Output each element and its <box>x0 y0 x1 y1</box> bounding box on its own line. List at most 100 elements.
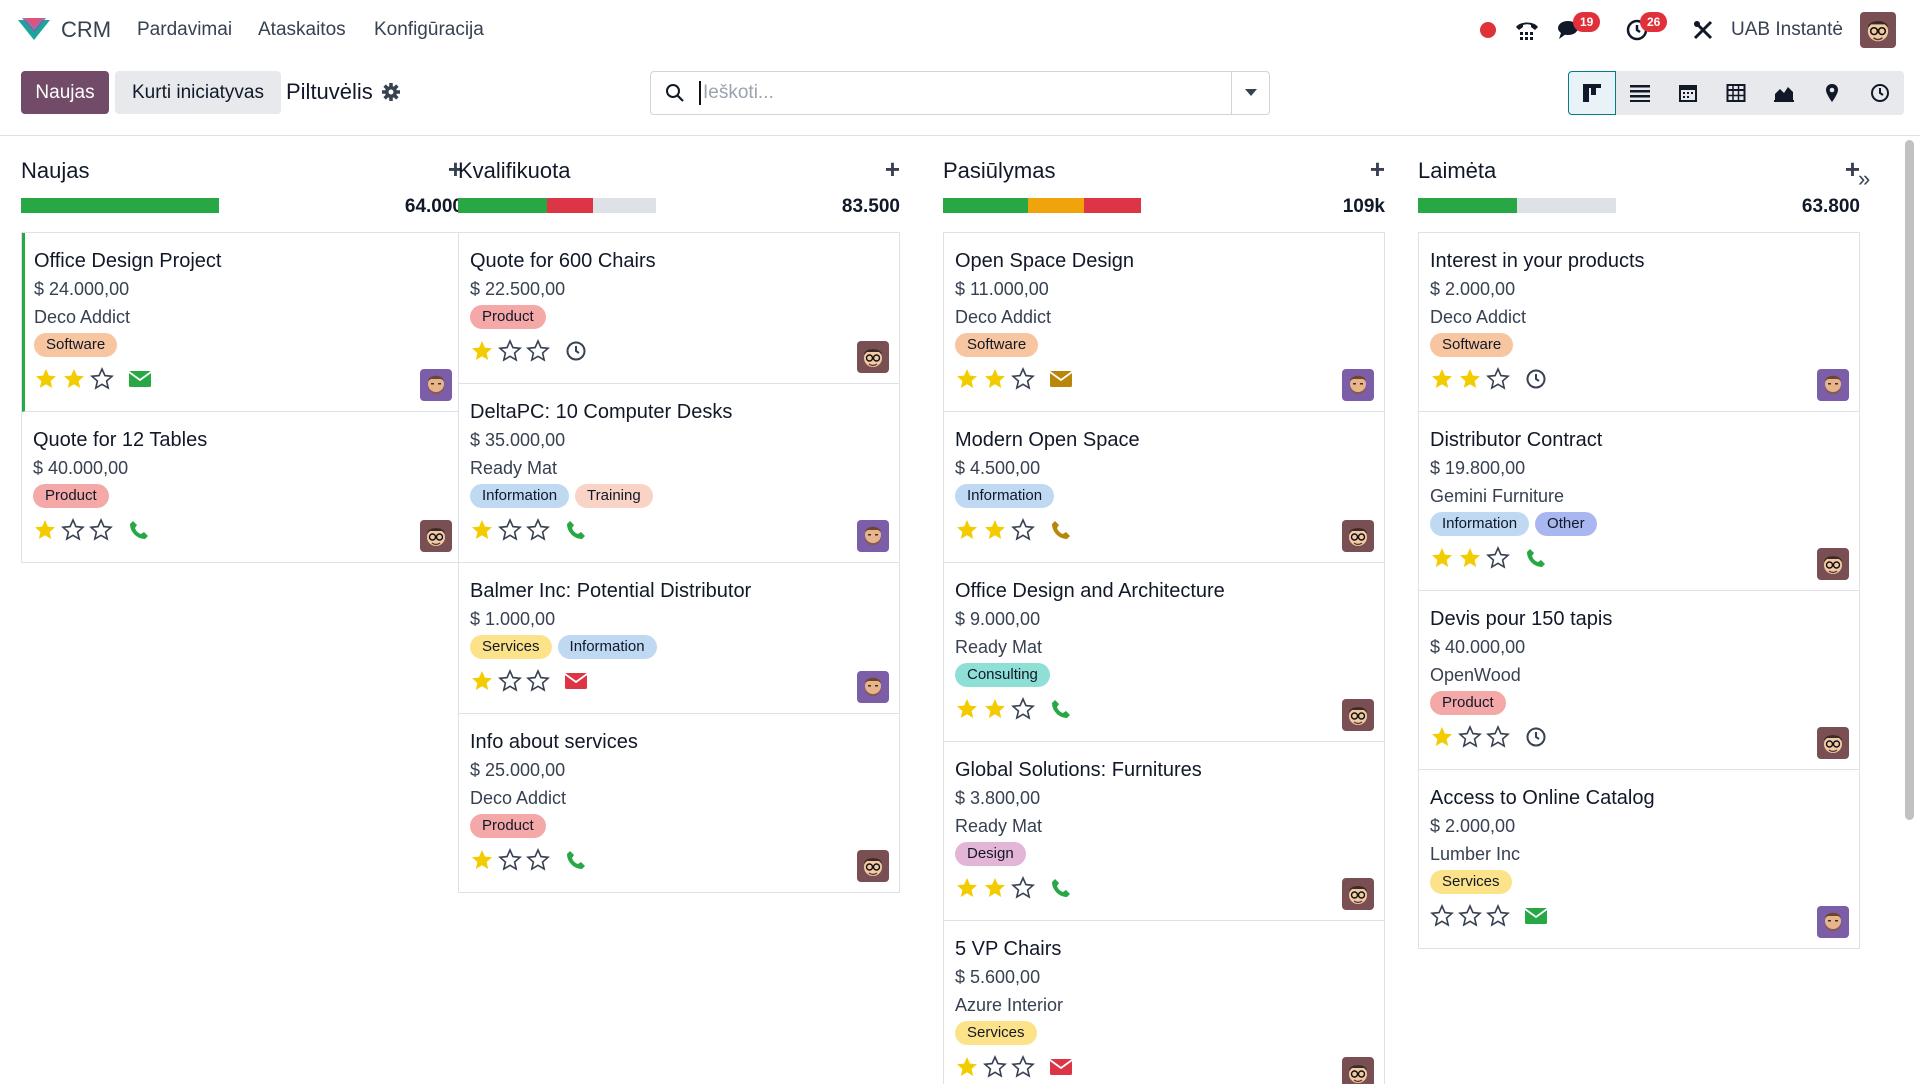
star-empty-icon[interactable] <box>1458 725 1482 749</box>
menu-configuration[interactable]: Konfigūracija <box>374 19 484 40</box>
lead-card[interactable]: Access to Online Catalog $ 2.000,00 Lumb… <box>1419 770 1859 949</box>
lead-card[interactable]: Distributor Contract $ 19.800,00 Gemini … <box>1419 412 1859 591</box>
star-filled-icon[interactable] <box>470 669 494 693</box>
progress-segment-green[interactable] <box>1418 198 1517 213</box>
phone-icon[interactable] <box>564 848 588 872</box>
progress-segment-red[interactable] <box>1083 198 1141 213</box>
salesperson-avatar[interactable] <box>1342 1057 1374 1084</box>
pivot-view-button[interactable] <box>1712 71 1760 115</box>
voip-phone-icon[interactable] <box>1512 16 1542 44</box>
progress-segment-grey[interactable] <box>592 198 656 213</box>
star-empty-icon[interactable] <box>1486 367 1510 391</box>
star-filled-icon[interactable] <box>470 848 494 872</box>
salesperson-avatar[interactable] <box>1817 548 1849 580</box>
new-button[interactable]: Naujas <box>21 71 109 114</box>
star-filled-icon[interactable] <box>33 518 57 542</box>
star-empty-icon[interactable] <box>89 518 113 542</box>
column-total[interactable]: 83.500 <box>841 196 900 217</box>
clock-icon[interactable] <box>1524 367 1548 391</box>
fold-columns-icon[interactable]: » <box>1858 166 1871 191</box>
star-empty-icon[interactable] <box>526 339 550 363</box>
star-empty-icon[interactable] <box>1430 904 1454 928</box>
star-empty-icon[interactable] <box>498 339 522 363</box>
list-view-button[interactable] <box>1616 71 1664 115</box>
crm-logo-icon[interactable] <box>16 14 52 44</box>
column-title[interactable]: Naujas <box>21 158 90 183</box>
salesperson-avatar[interactable] <box>1817 369 1849 401</box>
envelope-icon[interactable] <box>1049 367 1073 391</box>
star-filled-icon[interactable] <box>983 876 1007 900</box>
scrollbar[interactable] <box>1905 140 1914 820</box>
envelope-icon[interactable] <box>564 669 588 693</box>
lead-card[interactable]: Open Space Design $ 11.000,00 Deco Addic… <box>944 233 1384 412</box>
star-empty-icon[interactable] <box>61 518 85 542</box>
phone-icon[interactable] <box>1049 876 1073 900</box>
phone-icon[interactable] <box>1049 518 1073 542</box>
star-filled-icon[interactable] <box>983 518 1007 542</box>
star-filled-icon[interactable] <box>470 518 494 542</box>
star-filled-icon[interactable] <box>62 367 86 391</box>
salesperson-avatar[interactable] <box>1342 878 1374 910</box>
progress-segment-green[interactable] <box>458 198 548 213</box>
star-empty-icon[interactable] <box>1011 518 1035 542</box>
graph-view-button[interactable] <box>1760 71 1808 115</box>
map-view-button[interactable] <box>1808 71 1856 115</box>
salesperson-avatar[interactable] <box>1817 906 1849 938</box>
star-filled-icon[interactable] <box>470 339 494 363</box>
star-filled-icon[interactable] <box>955 1055 979 1079</box>
progress-segment-green[interactable] <box>21 198 219 213</box>
lead-card[interactable]: 5 VP Chairs $ 5.600,00 Azure Interior Se… <box>944 921 1384 1084</box>
lead-card[interactable]: Balmer Inc: Potential Distributor $ 1.00… <box>459 563 899 714</box>
star-filled-icon[interactable] <box>1430 725 1454 749</box>
star-empty-icon[interactable] <box>526 669 550 693</box>
column-title[interactable]: Pasiūlymas <box>943 158 1056 183</box>
star-empty-icon[interactable] <box>498 848 522 872</box>
salesperson-avatar[interactable] <box>857 850 889 882</box>
tools-icon[interactable] <box>1690 16 1716 44</box>
lead-card[interactable]: Modern Open Space $ 4.500,00 Information <box>944 412 1384 563</box>
star-empty-icon[interactable] <box>90 367 114 391</box>
user-avatar[interactable] <box>1860 12 1896 48</box>
search-dropdown-toggle[interactable] <box>1231 72 1269 114</box>
star-filled-icon[interactable] <box>1458 367 1482 391</box>
phone-icon[interactable] <box>564 518 588 542</box>
envelope-icon[interactable] <box>128 367 152 391</box>
app-name[interactable]: CRM <box>61 17 112 42</box>
column-title[interactable]: Laimėta <box>1418 158 1497 183</box>
star-empty-icon[interactable] <box>1011 697 1035 721</box>
star-filled-icon[interactable] <box>34 367 58 391</box>
star-empty-icon[interactable] <box>1458 904 1482 928</box>
star-filled-icon[interactable] <box>1458 546 1482 570</box>
menu-sales[interactable]: Pardavimai <box>137 19 233 40</box>
salesperson-avatar[interactable] <box>1817 727 1849 759</box>
star-filled-icon[interactable] <box>955 518 979 542</box>
lead-card[interactable]: Office Design and Architecture $ 9.000,0… <box>944 563 1384 742</box>
lead-card[interactable]: DeltaPC: 10 Computer Desks $ 35.000,00 R… <box>459 384 899 563</box>
star-empty-icon[interactable] <box>1486 904 1510 928</box>
column-title[interactable]: Kvalifikuota <box>458 158 571 183</box>
column-total[interactable]: 109k <box>1342 196 1385 217</box>
status-dot-icon[interactable] <box>1478 16 1498 44</box>
progress-segment-orange[interactable] <box>1028 198 1084 213</box>
lead-card[interactable]: Interest in your products $ 2.000,00 Dec… <box>1419 233 1859 412</box>
salesperson-avatar[interactable] <box>420 369 452 401</box>
envelope-icon[interactable] <box>1524 904 1548 928</box>
add-card-icon[interactable]: + <box>1844 154 1860 184</box>
phone-icon[interactable] <box>1049 697 1073 721</box>
star-filled-icon[interactable] <box>955 367 979 391</box>
company-switcher[interactable]: UAB Instantė <box>1731 19 1843 40</box>
lead-card[interactable]: Global Solutions: Furnitures $ 3.800,00 … <box>944 742 1384 921</box>
envelope-icon[interactable] <box>1049 1055 1073 1079</box>
lead-card[interactable]: Office Design Project $ 24.000,00 Deco A… <box>22 233 462 412</box>
star-empty-icon[interactable] <box>526 518 550 542</box>
star-filled-icon[interactable] <box>955 697 979 721</box>
messages-icon[interactable]: 19 <box>1555 12 1601 44</box>
column-total[interactable]: 64.000 <box>404 196 463 217</box>
star-filled-icon[interactable] <box>955 876 979 900</box>
progress-segment-red[interactable] <box>547 198 593 213</box>
menu-reports[interactable]: Ataskaitos <box>258 19 346 40</box>
phone-icon[interactable] <box>127 518 151 542</box>
star-filled-icon[interactable] <box>1430 546 1454 570</box>
star-empty-icon[interactable] <box>526 848 550 872</box>
column-total[interactable]: 63.800 <box>1801 196 1860 217</box>
